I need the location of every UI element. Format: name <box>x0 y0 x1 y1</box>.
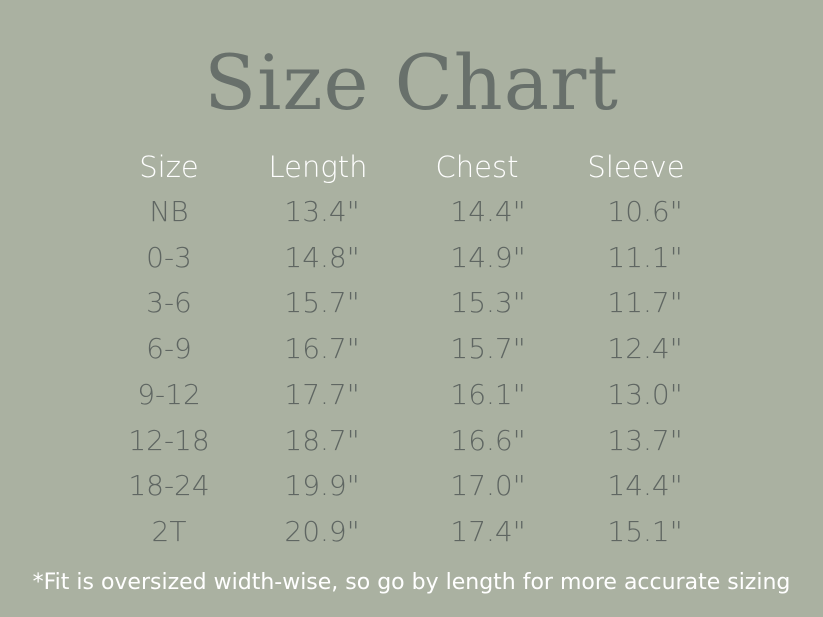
table-cell-length: 16.7" <box>284 332 360 366</box>
table-cell-sleeve: 14.4" <box>607 469 683 503</box>
column-header-length: Length <box>268 150 368 184</box>
table-cell-sleeve: 10.6" <box>607 195 683 228</box>
table-cell-sleeve: 11.1" <box>607 240 683 274</box>
table-cell-chest: 14.4" <box>450 195 526 228</box>
table-cell-size: 12-18 <box>128 423 210 457</box>
table-cell-length: 19.9" <box>284 469 360 503</box>
page-title: Size Chart <box>204 38 619 127</box>
table-cell-length: 14.8" <box>284 240 360 274</box>
table-cell-length: 15.7" <box>284 286 360 320</box>
table-cell-sleeve: 11.7" <box>607 286 683 320</box>
table-cell-length: 18.7" <box>284 423 360 457</box>
table-cell-length: 17.7" <box>284 377 360 411</box>
fit-footnote: *Fit is oversized width-wise, so go by l… <box>32 570 791 595</box>
column-header-sleeve: Sleeve <box>587 150 685 184</box>
table-cell-size: 3-6 <box>146 286 192 320</box>
table-cell-chest: 15.3" <box>450 286 526 320</box>
table-cell-length: 20.9" <box>284 514 360 548</box>
table-cell-length: 13.4" <box>284 195 360 228</box>
table-cell-size: NB <box>149 195 189 228</box>
table-cell-size: 18-24 <box>128 469 210 503</box>
table-cell-sleeve: 15.1" <box>607 514 683 548</box>
table-cell-chest: 14.9" <box>450 240 526 274</box>
table-cell-chest: 17.4" <box>450 514 526 548</box>
table-cell-size: 0-3 <box>146 240 192 274</box>
column-header-chest: Chest <box>435 150 519 184</box>
table-cell-size: 6-9 <box>146 332 192 366</box>
table-cell-sleeve: 12.4" <box>607 332 683 366</box>
table-cell-size: 2T <box>151 514 187 548</box>
column-header-size: Size <box>139 150 199 184</box>
table-cell-sleeve: 13.7" <box>607 423 683 457</box>
table-cell-chest: 16.6" <box>450 423 526 457</box>
table-cell-size: 9-12 <box>137 377 201 411</box>
table-cell-sleeve: 13.0" <box>607 377 683 411</box>
table-cell-chest: 17.0" <box>450 469 526 503</box>
table-cell-chest: 15.7" <box>450 332 526 366</box>
table-cell-chest: 16.1" <box>450 377 526 411</box>
